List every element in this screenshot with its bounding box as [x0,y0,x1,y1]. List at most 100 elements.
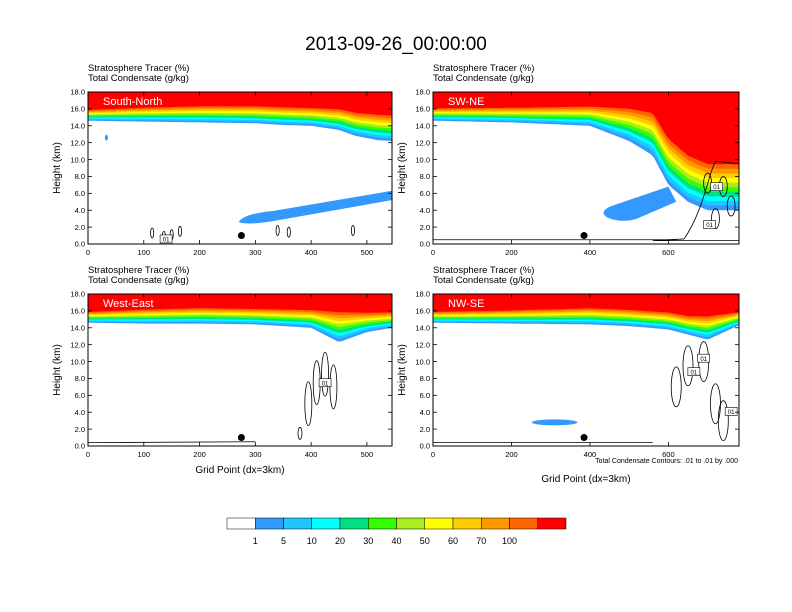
condensate-contour [304,381,313,427]
y-tick-label: 2.0 [75,425,85,434]
x-tick-label: 400 [305,450,318,459]
contour-label: 01 [159,234,173,244]
panel-label: NW-SE [448,298,484,310]
x-tick-label: 400 [584,248,597,257]
x-tick-label: 500 [361,450,374,459]
condensate-contour [178,225,183,237]
location-marker [237,434,245,442]
y-tick-label: 2.0 [420,223,430,232]
x-tick-label: 200 [505,248,518,257]
contour-label-box [703,220,716,229]
x-tick-label: 200 [505,450,518,459]
y-tick-label: 8.0 [420,374,430,383]
tracer-band-11 [88,92,392,116]
x-tick-label: 200 [193,248,206,257]
condensate-contour [321,351,329,397]
colorbar-level-label: 70 [476,536,486,546]
y-tick-label: 14.0 [415,323,430,332]
y-tick-label: 12.0 [70,340,85,349]
colorbar-level-label: 10 [307,536,317,546]
condensate-contour [652,160,739,242]
y-tick-label: 4.0 [420,206,430,215]
y-tick-label: 4.0 [420,408,430,417]
contour-label: 01 [318,378,332,387]
tracer-band-11 [88,294,392,313]
colorbar-swatch [311,517,341,530]
panel-subtitle-tracer: Stratosphere Tracer (%) [433,63,534,74]
panel-subtitle-tracer: Stratosphere Tracer (%) [88,63,189,74]
x-tick-label: 0 [431,450,435,459]
condensate-contour [350,225,355,236]
colorbar-swatch [283,517,312,530]
y-tick-label: 16.0 [70,307,85,316]
y-tick-label: 10.0 [415,155,430,164]
colorbar-swatch [509,517,538,530]
y-tick-label: 16.0 [415,307,430,316]
y-tick-label: 6.0 [420,189,430,198]
contour-note: Total Condensate Contours: .01 to .01 by… [595,458,738,465]
tracer-plume [238,190,392,224]
condensate-contour [150,227,155,239]
condensate-contour [275,225,280,236]
condensate-contour [286,226,291,238]
plot-area [88,92,392,242]
x-tick-label: 0 [86,450,90,459]
x-tick-label: 300 [249,248,262,257]
colorbar-level-label: 40 [391,536,401,546]
colorbar-level-label: 5 [281,536,286,546]
plot-frame [87,91,393,245]
y-tick-label: 8.0 [420,172,430,181]
plot-area [88,294,392,444]
contour-label-box [724,407,738,416]
y-tick-label: 18.0 [415,290,430,299]
location-marker [580,434,588,442]
y-tick-label: 14.0 [415,121,430,130]
colorbar-swatch [537,517,567,530]
tracer-band-11 [433,294,739,317]
y-tick-label: 0.0 [420,240,430,249]
contour-label-box [710,182,723,191]
plot-frame [432,293,740,447]
condensate-contour [670,366,682,408]
y-axis-label: Height (km) [397,142,408,194]
tracer-blob [531,419,578,426]
y-axis-label: Height (km) [52,142,63,194]
colorbar-level-label: 20 [335,536,345,546]
panel-subtitle-tracer: Stratosphere Tracer (%) [433,265,534,276]
y-tick-label: 4.0 [75,206,85,215]
condensate-contour [88,441,256,444]
contour-label: 01 [724,407,738,416]
colorbar-level-label: 100 [502,536,517,546]
contour-label: 01 [697,353,710,363]
colorbar-level-label: 60 [448,536,458,546]
y-tick-label: 0.0 [75,442,85,451]
location-marker [580,232,588,240]
colorbar-swatch [368,517,397,530]
plot-area [433,294,739,444]
tracer-plume [603,186,677,221]
colorbar-swatch [424,517,454,530]
x-axis-label: Grid Point (dx=3km) [541,474,630,485]
x-tick-label: 400 [584,450,597,459]
colorbar: 1 5 10 20 30 40 50 60 70 100 [226,517,567,546]
colorbar-swatch [255,517,284,530]
panel-subtitle-tracer: Stratosphere Tracer (%) [88,265,189,276]
contour-label-box [318,378,332,387]
y-tick-label: 8.0 [75,172,85,181]
panel-subtitle-condensate: Total Condensate (g/kg) [433,73,534,84]
contour-label: 01 [687,367,701,376]
colorbar-level-label: 1 [253,536,258,546]
y-tick-label: 12.0 [415,138,430,147]
y-tick-label: 18.0 [70,88,85,97]
panel-label: South-North [103,96,162,108]
colorbar-level-label: 30 [363,536,373,546]
y-tick-label: 2.0 [420,425,430,434]
x-tick-label: 100 [138,248,151,257]
y-tick-label: 10.0 [70,155,85,164]
y-tick-label: 0.0 [75,240,85,249]
panel-south-north: 01 0.0 2.0 4.0 6.0 8.0 10.0 12.0 14.0 16.0 18.0 0 10… [52,63,393,257]
contour-label-text: 01 [706,223,713,229]
x-axis-label: Grid Point (dx=3km) [195,465,284,476]
contour-label-box [697,353,710,363]
y-tick-label: 18.0 [415,88,430,97]
